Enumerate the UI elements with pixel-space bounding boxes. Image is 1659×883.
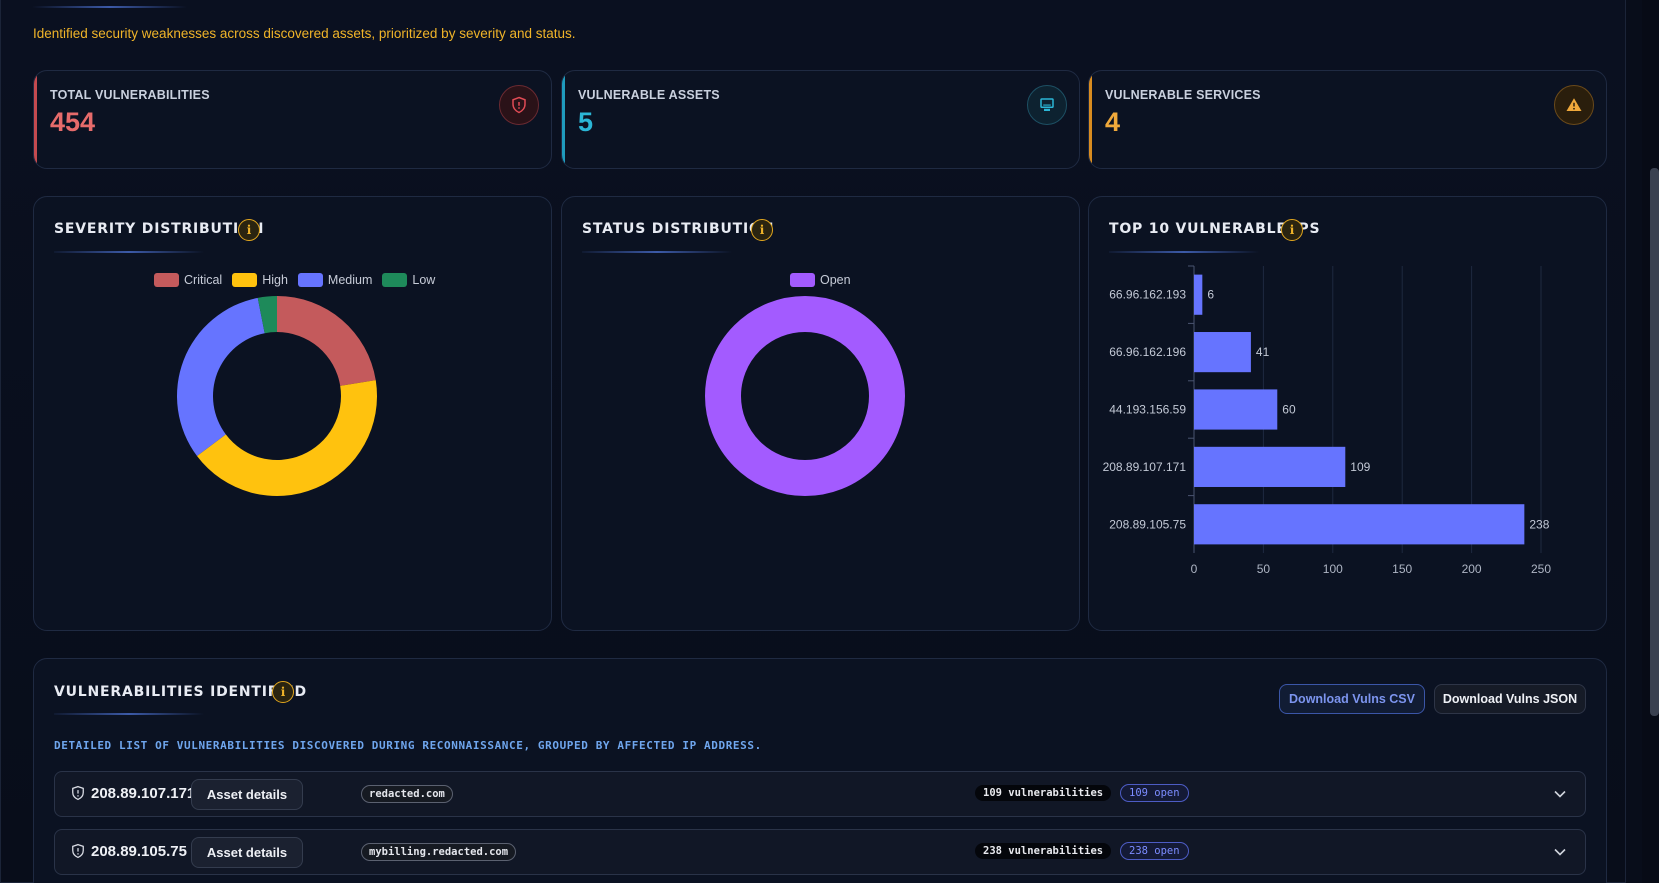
severity-doughnut-chart bbox=[177, 296, 377, 496]
vulnerable-services-card: VULNERABLE SERVICES 4 bbox=[1088, 70, 1607, 169]
bar-data-label: 6 bbox=[1207, 288, 1214, 302]
header-accent-line bbox=[32, 6, 187, 8]
legend-item[interactable]: Low bbox=[382, 273, 435, 287]
domain-badge: redacted.com bbox=[361, 785, 453, 803]
y-tick-label: 66.96.162.196 bbox=[1109, 345, 1186, 359]
shield-alert-icon bbox=[499, 85, 539, 125]
legend-swatch bbox=[232, 273, 258, 287]
doughnut-slice-high[interactable] bbox=[197, 380, 377, 496]
stat-value: 454 bbox=[50, 107, 96, 137]
x-tick-label: 250 bbox=[1531, 562, 1551, 576]
legend-label: Medium bbox=[327, 273, 373, 287]
open-count-badge: 109 open bbox=[1120, 784, 1189, 802]
panel-title: SEVERITY DISTRIBUTION bbox=[54, 221, 265, 237]
vulnerability-count-badge: 109 vulnerabilities bbox=[975, 785, 1112, 801]
asset-details-button[interactable]: Asset details bbox=[191, 779, 303, 810]
panel-underline bbox=[54, 251, 204, 253]
vulnerability-group-row[interactable]: 208.89.105.75 Asset details mybilling.re… bbox=[54, 829, 1586, 875]
legend-item[interactable]: Open bbox=[790, 273, 851, 287]
domain-badge: mybilling.redacted.com bbox=[361, 843, 517, 861]
page-subtitle: Identified security weaknesses across di… bbox=[33, 26, 576, 41]
stat-value: 5 bbox=[578, 107, 594, 137]
section-title: VULNERABILITIES IDENTIFIED bbox=[54, 684, 307, 700]
x-tick-label: 150 bbox=[1392, 562, 1412, 576]
bar[interactable] bbox=[1194, 504, 1525, 545]
stat-label: VULNERABLE ASSETS bbox=[578, 88, 720, 102]
section-underline bbox=[54, 713, 204, 715]
open-count-badge: 238 open bbox=[1120, 842, 1189, 860]
bar-data-label: 60 bbox=[1282, 403, 1296, 417]
status-distribution-panel: STATUS DISTRIBUTION i Open bbox=[561, 196, 1080, 631]
stat-label: VULNERABLE SERVICES bbox=[1105, 88, 1261, 102]
status-doughnut-chart bbox=[705, 296, 905, 496]
y-tick-label: 208.89.105.75 bbox=[1109, 517, 1186, 531]
bar-data-label: 41 bbox=[1256, 345, 1270, 359]
bar[interactable] bbox=[1194, 446, 1346, 487]
bar-data-label: 109 bbox=[1350, 460, 1370, 474]
chevron-down-icon[interactable] bbox=[1553, 787, 1567, 806]
vulnerability-group-row[interactable]: 208.89.107.171 Asset details redacted.co… bbox=[54, 771, 1586, 817]
warning-icon bbox=[1554, 85, 1594, 125]
chart-legend: Critical High Medium Low bbox=[154, 273, 435, 287]
top-ips-bar-chart: 0 50 100 150 200 250 66.96.162.193 6 66.96.162.1… bbox=[1103, 265, 1551, 576]
vulnerabilities-identified-section: VULNERABILITIES IDENTIFIED i Download Vu… bbox=[33, 658, 1607, 883]
download-json-button[interactable]: Download Vulns JSON bbox=[1434, 684, 1586, 714]
card-accent-bar bbox=[1089, 71, 1092, 168]
download-csv-button[interactable]: Download Vulns CSV bbox=[1279, 684, 1425, 714]
legend-swatch bbox=[154, 273, 179, 287]
vulnerability-count-badge: 238 vulnerabilities bbox=[975, 843, 1112, 859]
doughnut-slice-critical[interactable] bbox=[277, 296, 376, 386]
chevron-down-icon[interactable] bbox=[1553, 845, 1567, 864]
doughnut-slice-medium[interactable] bbox=[177, 297, 265, 457]
doughnut-slice-open[interactable] bbox=[705, 296, 905, 496]
asset-details-button[interactable]: Asset details bbox=[191, 837, 303, 868]
y-tick-label: 208.89.107.171 bbox=[1103, 460, 1187, 474]
panel-underline bbox=[582, 251, 732, 253]
panel-underline bbox=[1109, 251, 1259, 253]
shield-icon bbox=[71, 785, 85, 806]
total-vulnerabilities-card: TOTAL VULNERABILITIES 454 bbox=[33, 70, 552, 169]
x-tick-label: 0 bbox=[1191, 562, 1198, 576]
bar-data-label: 238 bbox=[1529, 517, 1549, 531]
x-tick-label: 200 bbox=[1462, 562, 1482, 576]
doughnut-slice-low[interactable] bbox=[257, 296, 277, 334]
info-icon[interactable]: i bbox=[1281, 219, 1303, 241]
ip-address: 208.89.107.171 bbox=[91, 785, 196, 802]
panel-title: TOP 10 VULNERABLE IPS bbox=[1109, 221, 1321, 237]
monitor-icon bbox=[1027, 85, 1067, 125]
info-icon[interactable]: i bbox=[751, 219, 773, 241]
card-accent-bar bbox=[562, 71, 565, 168]
x-tick-label: 100 bbox=[1323, 562, 1343, 576]
info-icon[interactable]: i bbox=[238, 219, 260, 241]
ip-address: 208.89.105.75 bbox=[91, 843, 187, 860]
top-vulnerable-ips-panel: TOP 10 VULNERABLE IPS i 0 50 100 150 200 250 6… bbox=[1088, 196, 1607, 631]
legend-label: Critical bbox=[184, 273, 223, 287]
legend-label: High bbox=[262, 273, 288, 287]
legend-swatch bbox=[297, 273, 323, 287]
shield-icon bbox=[71, 843, 85, 864]
bar[interactable] bbox=[1194, 389, 1278, 430]
bar[interactable] bbox=[1194, 274, 1203, 315]
chart-legend: Open bbox=[790, 273, 851, 287]
info-icon[interactable]: i bbox=[272, 681, 294, 703]
panel-title: STATUS DISTRIBUTION bbox=[582, 221, 775, 237]
stat-label: TOTAL VULNERABILITIES bbox=[50, 88, 210, 102]
severity-distribution-panel: SEVERITY DISTRIBUTION i Critical High Medi… bbox=[33, 196, 552, 631]
bar[interactable] bbox=[1194, 332, 1251, 373]
legend-label: Open bbox=[820, 273, 851, 287]
legend-label: Low bbox=[412, 273, 436, 287]
legend-item[interactable]: Critical bbox=[154, 273, 222, 287]
y-tick-label: 66.96.162.193 bbox=[1109, 288, 1186, 302]
legend-swatch bbox=[382, 273, 408, 287]
y-tick-label: 44.193.156.59 bbox=[1109, 403, 1186, 417]
scrollbar-thumb[interactable] bbox=[1650, 168, 1659, 716]
vulnerable-assets-card: VULNERABLE ASSETS 5 bbox=[561, 70, 1080, 169]
section-description: DETAILED LIST OF VULNERABILITIES DISCOVE… bbox=[54, 739, 762, 752]
legend-item[interactable]: Medium bbox=[297, 273, 373, 287]
x-tick-label: 50 bbox=[1257, 562, 1271, 576]
stat-value: 4 bbox=[1105, 107, 1121, 137]
legend-item[interactable]: High bbox=[232, 273, 288, 287]
card-accent-bar bbox=[34, 71, 37, 168]
legend-swatch bbox=[790, 273, 815, 287]
